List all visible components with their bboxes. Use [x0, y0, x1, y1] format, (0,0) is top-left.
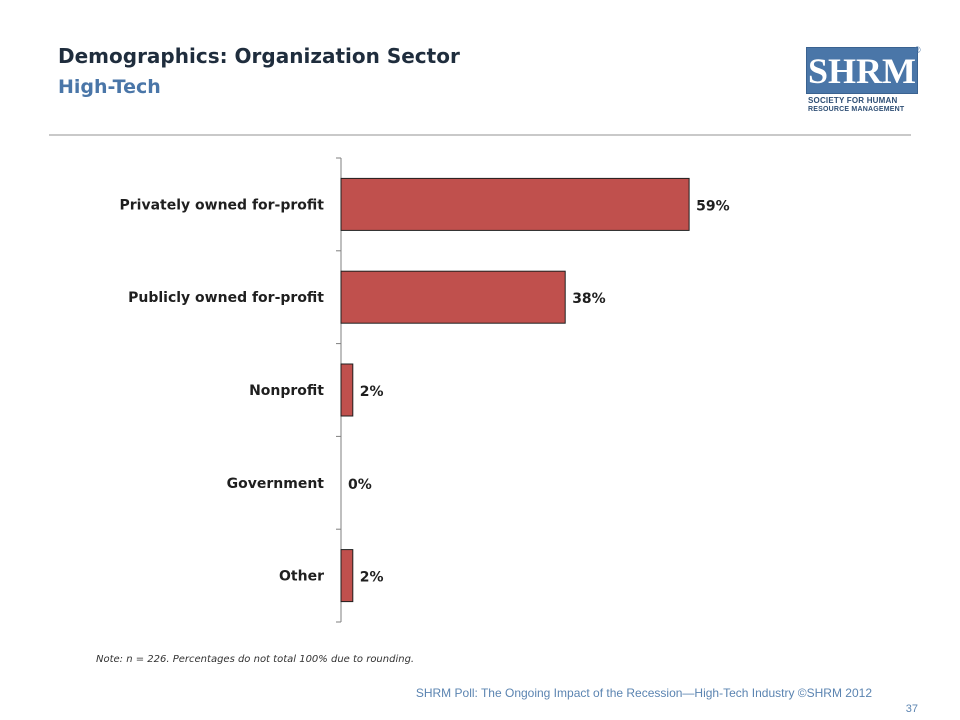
bar [340, 270, 566, 324]
shrm-logo: SHRM ® SOCIETY FOR HUMAN RESOURCE MANAGE… [806, 45, 921, 119]
value-label: 59% [696, 198, 730, 214]
category-label: Nonprofit [249, 383, 324, 399]
footer-text: SHRM Poll: The Ongoing Impact of the Rec… [415, 686, 872, 700]
page-title: Demographics: Organization Sector [58, 44, 460, 68]
logo-registered-mark: ® [914, 45, 921, 55]
category-label: Other [279, 569, 324, 585]
value-label: 38% [572, 291, 606, 307]
value-label: 2% [360, 570, 384, 586]
chart-note: Note: n = 226. Percentages do not total … [96, 654, 415, 665]
bar [340, 549, 354, 603]
category-label: Privately owned for-profit [120, 197, 325, 213]
logo-tagline-2: RESOURCE MANAGEMENT [808, 106, 905, 113]
value-label: 2% [360, 384, 384, 400]
bar [340, 363, 354, 417]
value-label: 0% [348, 477, 372, 493]
logo-letters: SHRM [808, 50, 916, 91]
logo-box: SHRM [806, 47, 918, 94]
logo-tagline-1: SOCIETY FOR HUMAN [808, 96, 898, 105]
page-subtitle: High-Tech [58, 76, 161, 98]
category-label: Government [227, 476, 325, 492]
bar [340, 177, 690, 231]
category-label: Publicly owned for-profit [128, 290, 324, 306]
page-number: 37 [905, 703, 918, 715]
header-divider [49, 134, 911, 136]
